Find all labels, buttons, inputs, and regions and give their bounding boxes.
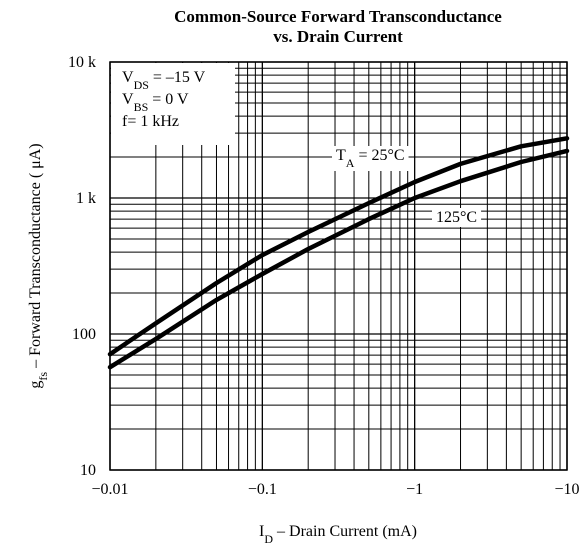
curve-label-bg bbox=[432, 208, 482, 227]
condition-text-part: = –15 V bbox=[149, 69, 206, 86]
plot-frame bbox=[109, 61, 568, 471]
x-tick-label: −1 bbox=[406, 481, 423, 498]
x-axis-label-part: D bbox=[264, 532, 273, 546]
condition-text-part: f= 1 kHz bbox=[122, 113, 179, 130]
condition-text: f= 1 kHz bbox=[122, 113, 179, 130]
y-tick-label: 1 k bbox=[76, 190, 96, 207]
curve-label: 125°C bbox=[436, 209, 477, 226]
condition-text-part: V bbox=[122, 69, 134, 86]
chart-title: vs. Drain Current bbox=[273, 27, 403, 46]
condition-text-part: BS bbox=[134, 100, 149, 114]
curve-label-bg bbox=[332, 146, 409, 171]
curve-label-part: T bbox=[336, 147, 346, 164]
x-axis-label-part: – Drain Current (mA) bbox=[273, 523, 417, 540]
x-axis-label-part: I bbox=[259, 523, 264, 540]
x-axis-label: ID – Drain Current (mA) bbox=[259, 523, 417, 546]
grid bbox=[110, 62, 567, 470]
y-tick-label: 100 bbox=[72, 326, 96, 343]
x-tick-label: −0.01 bbox=[91, 481, 128, 498]
y-axis-label: gfs – Forward Transconductance ( μA) bbox=[27, 143, 50, 388]
condition-text: VDS = –15 V bbox=[122, 69, 206, 92]
curve-label-part: A bbox=[346, 156, 355, 170]
curve bbox=[107, 148, 570, 370]
y-axis-label-part: fs bbox=[36, 372, 50, 381]
y-tick-label: 10 k bbox=[68, 54, 96, 71]
y-axis-label-part: g bbox=[27, 381, 44, 389]
condition-text-part: DS bbox=[134, 78, 149, 92]
condition-text-part: = 0 V bbox=[148, 91, 189, 108]
x-tick-label: −0.1 bbox=[248, 481, 277, 498]
y-axis-label-part: – Forward Transconductance ( μA) bbox=[27, 143, 44, 372]
condition-text: VBS = 0 V bbox=[122, 91, 189, 114]
x-tick-label: −10 bbox=[554, 481, 579, 498]
chart-title: Common-Source Forward Transconductance bbox=[174, 7, 502, 26]
condition-box bbox=[111, 63, 235, 145]
curve-label-part: 125°C bbox=[436, 209, 477, 226]
curve-label: TA = 25°C bbox=[336, 147, 405, 170]
y-tick-label: 10 bbox=[80, 462, 96, 479]
curve-label-part: = 25°C bbox=[354, 147, 404, 164]
condition-text-part: V bbox=[122, 91, 134, 108]
curve bbox=[107, 136, 570, 357]
